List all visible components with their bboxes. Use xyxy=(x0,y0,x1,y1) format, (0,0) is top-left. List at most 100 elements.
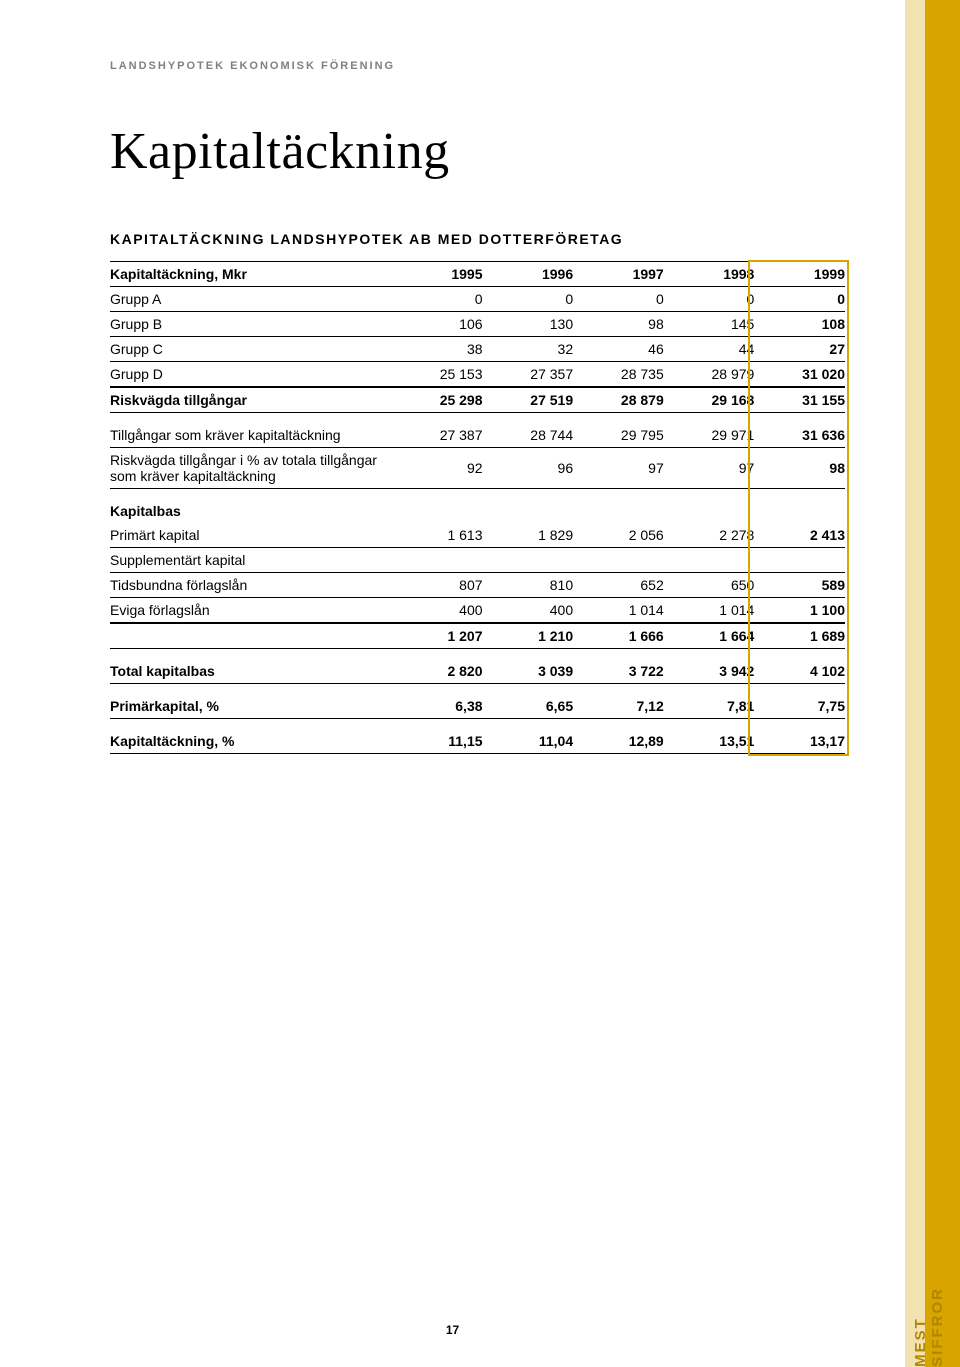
cell-value: 11,15 xyxy=(392,719,483,754)
table-row: Grupp A00000 xyxy=(110,287,845,312)
col-header-year: 1996 xyxy=(483,262,574,287)
cell-value: 108 xyxy=(754,312,845,337)
cell-value: 810 xyxy=(483,573,574,598)
cell-value: 25 153 xyxy=(392,362,483,388)
col-header-label: Kapitaltäckning, Mkr xyxy=(110,262,392,287)
table-row: Tidsbundna förlagslån807810652650589 xyxy=(110,573,845,598)
row-label: Kapitalbas xyxy=(110,489,392,524)
table-row: Tillgångar som kräver kapitaltäckning27 … xyxy=(110,413,845,448)
cell-value: 27 519 xyxy=(483,387,574,413)
cell-value: 13,51 xyxy=(664,719,755,754)
cell-value xyxy=(664,548,755,573)
page: MEST SIFFROR LANDSHYPOTEK EKONOMISK FÖRE… xyxy=(0,0,960,1367)
cell-value xyxy=(573,548,664,573)
cell-value: 1 210 xyxy=(483,623,574,649)
cell-value: 2 278 xyxy=(664,523,755,548)
cell-value: 0 xyxy=(754,287,845,312)
table-row: Grupp B10613098145108 xyxy=(110,312,845,337)
col-header-year: 1999 xyxy=(754,262,845,287)
cell-value: 98 xyxy=(754,448,845,489)
cell-value xyxy=(392,489,483,524)
row-label: Kapitaltäckning, % xyxy=(110,719,392,754)
row-label: Eviga förlagslån xyxy=(110,598,392,624)
cell-value xyxy=(483,548,574,573)
row-label: Primärkapital, % xyxy=(110,684,392,719)
row-label: Grupp C xyxy=(110,337,392,362)
cell-value: 38 xyxy=(392,337,483,362)
cell-value: 0 xyxy=(573,287,664,312)
cell-value: 29 971 xyxy=(664,413,755,448)
table-row: 1 2071 2101 6661 6641 689 xyxy=(110,623,845,649)
cell-value: 27 387 xyxy=(392,413,483,448)
cell-value: 7,81 xyxy=(664,684,755,719)
row-label: Total kapitalbas xyxy=(110,649,392,684)
cell-value: 106 xyxy=(392,312,483,337)
financial-table: Kapitaltäckning, Mkr 1995 1996 1997 1998… xyxy=(110,261,845,754)
cell-value: 145 xyxy=(664,312,755,337)
cell-value: 29 795 xyxy=(573,413,664,448)
content-area: LANDSHYPOTEK EKONOMISK FÖRENING Kapitalt… xyxy=(0,0,905,754)
cell-value: 25 298 xyxy=(392,387,483,413)
cell-value: 1 664 xyxy=(664,623,755,649)
cell-value: 28 735 xyxy=(573,362,664,388)
cell-value: 6,65 xyxy=(483,684,574,719)
cell-value: 12,89 xyxy=(573,719,664,754)
cell-value: 31 020 xyxy=(754,362,845,388)
cell-value: 0 xyxy=(392,287,483,312)
cell-value: 1 829 xyxy=(483,523,574,548)
table-wrapper: Kapitaltäckning, Mkr 1995 1996 1997 1998… xyxy=(110,261,845,754)
col-header-year: 1995 xyxy=(392,262,483,287)
cell-value: 31 155 xyxy=(754,387,845,413)
row-label: Grupp D xyxy=(110,362,392,388)
row-label: Riskvägda tillgångar i % av totala tillg… xyxy=(110,448,392,489)
cell-value: 92 xyxy=(392,448,483,489)
cell-value: 98 xyxy=(573,312,664,337)
table-row: Grupp D25 15327 35728 73528 97931 020 xyxy=(110,362,845,388)
table-header-row: Kapitaltäckning, Mkr 1995 1996 1997 1998… xyxy=(110,262,845,287)
cell-value: 97 xyxy=(664,448,755,489)
row-label: Primärt kapital xyxy=(110,523,392,548)
page-title: Kapitaltäckning xyxy=(110,122,845,181)
cell-value: 7,75 xyxy=(754,684,845,719)
cell-value: 46 xyxy=(573,337,664,362)
row-label: Supplementärt kapital xyxy=(110,548,392,573)
cell-value: 807 xyxy=(392,573,483,598)
table-subhead: KAPITALTÄCKNING LANDSHYPOTEK AB MED DOTT… xyxy=(110,231,845,247)
cell-value: 2 413 xyxy=(754,523,845,548)
cell-value: 0 xyxy=(664,287,755,312)
cell-value xyxy=(392,548,483,573)
table-row: Total kapitalbas2 8203 0393 7223 9424 10… xyxy=(110,649,845,684)
cell-value xyxy=(754,548,845,573)
cell-value: 13,17 xyxy=(754,719,845,754)
table-row: Kapitaltäckning, %11,1511,0412,8913,5113… xyxy=(110,719,845,754)
cell-value: 28 744 xyxy=(483,413,574,448)
cell-value: 2 056 xyxy=(573,523,664,548)
cell-value: 3 722 xyxy=(573,649,664,684)
cell-value: 29 168 xyxy=(664,387,755,413)
cell-value: 6,38 xyxy=(392,684,483,719)
cell-value: 1 613 xyxy=(392,523,483,548)
table-row: Primärt kapital1 6131 8292 0562 2782 413 xyxy=(110,523,845,548)
row-label: Grupp B xyxy=(110,312,392,337)
col-header-year: 1998 xyxy=(664,262,755,287)
cell-value: 400 xyxy=(392,598,483,624)
side-stripe xyxy=(925,0,960,1367)
cell-value: 28 879 xyxy=(573,387,664,413)
page-number: 17 xyxy=(0,1323,905,1337)
cell-value: 11,04 xyxy=(483,719,574,754)
row-label: Tidsbundna förlagslån xyxy=(110,573,392,598)
cell-value: 1 689 xyxy=(754,623,845,649)
side-bar: MEST SIFFROR xyxy=(905,0,960,1367)
cell-value: 97 xyxy=(573,448,664,489)
table-row: Riskvägda tillgångar i % av totala tillg… xyxy=(110,448,845,489)
cell-value: 1 207 xyxy=(392,623,483,649)
cell-value: 28 979 xyxy=(664,362,755,388)
table-row: Eviga förlagslån4004001 0141 0141 100 xyxy=(110,598,845,624)
table-body: Grupp A00000Grupp B10613098145108Grupp C… xyxy=(110,287,845,754)
col-header-year: 1997 xyxy=(573,262,664,287)
cell-value: 400 xyxy=(483,598,574,624)
row-label: Riskvägda tillgångar xyxy=(110,387,392,413)
side-gap xyxy=(905,0,925,1367)
cell-value: 27 xyxy=(754,337,845,362)
cell-value: 2 820 xyxy=(392,649,483,684)
